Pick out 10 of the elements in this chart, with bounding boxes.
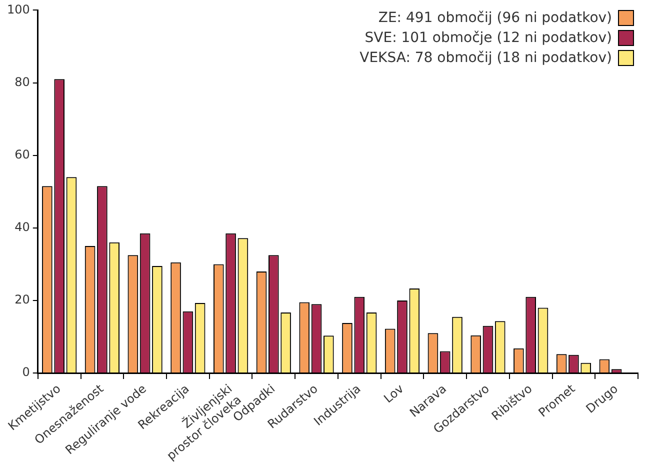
y-tick-label: 100 <box>7 2 30 16</box>
y-tick-label: 20 <box>14 292 30 307</box>
y-tick-label: 60 <box>14 147 30 162</box>
legend-label: SVE: 101 območje (12 ni podatkov) <box>364 30 612 46</box>
y-tick-label: 40 <box>14 220 30 234</box>
legend-label: ZE: 491 območij (96 ni podatkov) <box>378 10 612 26</box>
y-tick-label: 80 <box>14 74 30 89</box>
y-tick-label: 0 <box>22 365 30 380</box>
x-tick-label: Lov <box>381 382 406 406</box>
legend-label: VEKSA: 78 območij (18 ni podatkov) <box>360 50 612 66</box>
